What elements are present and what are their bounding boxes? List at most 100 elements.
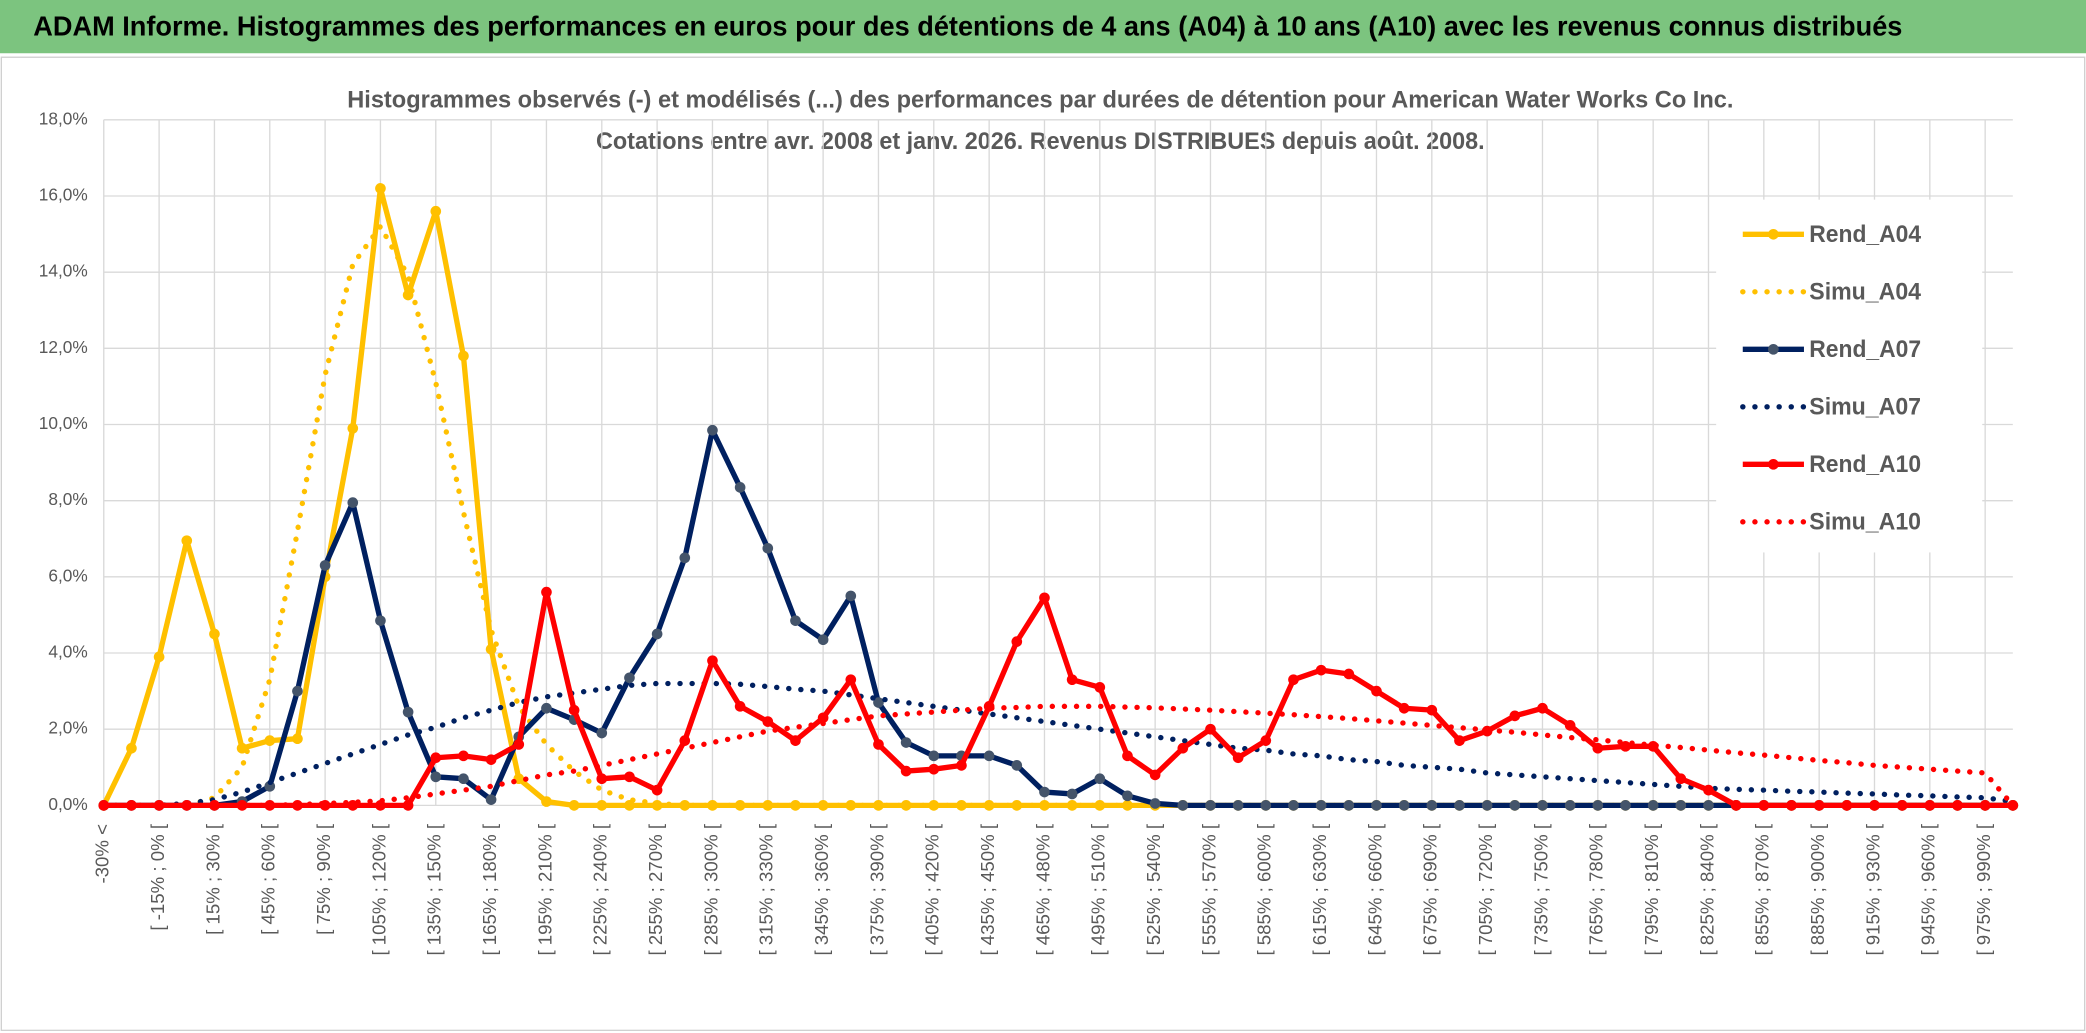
data-point [1454, 800, 1465, 811]
x-tick-label: [ 225% ; 240% [ [590, 823, 611, 955]
x-tick-label: [ 735% ; 750% [ [1530, 823, 1551, 955]
data-point [1315, 800, 1327, 811]
data-point [541, 796, 552, 807]
data-point [928, 763, 940, 775]
data-point [983, 750, 995, 762]
data-point [264, 735, 276, 746]
data-point [1039, 786, 1050, 798]
data-point [1979, 800, 1991, 811]
data-point [790, 800, 801, 811]
data-point [651, 628, 663, 640]
x-tick-label: [ 945% ; 960% [ [1918, 823, 1939, 955]
data-point [845, 590, 857, 602]
data-point [762, 716, 774, 727]
data-point [873, 739, 884, 750]
data-point [1509, 710, 1521, 722]
data-point [458, 773, 469, 785]
y-tick-label: 6,0% [48, 565, 87, 585]
data-point [1371, 685, 1382, 697]
data-point [126, 800, 137, 811]
data-point [1122, 790, 1133, 802]
x-tick-label: [ 285% ; 300% [ [700, 823, 721, 955]
y-tick-label: 4,0% [48, 642, 87, 662]
data-point [1039, 592, 1050, 604]
data-point [1620, 800, 1631, 811]
x-tick-label: [ 795% ; 810% [ [1641, 823, 1662, 955]
data-point [1924, 800, 1936, 811]
x-tick-label: [ 975% ; 990% [ [1973, 823, 1994, 955]
x-tick-label: [ 75% ; 90% [ [313, 823, 334, 935]
data-point [1426, 800, 1438, 811]
data-point [651, 784, 663, 796]
data-point [264, 800, 276, 811]
x-tick-label: [ 165% ; 180% [ [479, 823, 500, 955]
data-point [153, 651, 165, 663]
data-point [1730, 800, 1742, 811]
data-point [375, 183, 386, 194]
data-point [1094, 681, 1106, 693]
legend-label: Rend_A04 [1809, 221, 1921, 248]
data-point [1177, 800, 1189, 811]
x-tick-label: [ 855% ; 870% [ [1752, 823, 1773, 955]
data-point [458, 750, 469, 762]
data-point [1371, 800, 1382, 811]
data-point [1066, 674, 1078, 686]
y-tick-label: 8,0% [48, 489, 87, 509]
y-tick-label: 0,0% [48, 794, 87, 814]
data-point [292, 685, 303, 697]
legend-background [1716, 199, 1983, 553]
data-point [596, 773, 608, 785]
legend-marker [1768, 458, 1779, 470]
x-tick-label: [ 135% ; 150% [ [424, 823, 445, 955]
legend-label: Simu_A04 [1809, 278, 1921, 305]
data-point [1675, 800, 1687, 811]
x-tick-label: [ 495% ; 510% [ [1088, 823, 1109, 955]
data-point [1094, 773, 1106, 785]
x-tick-label: [ 465% ; 480% [ [1032, 823, 1053, 955]
data-point [679, 735, 691, 746]
data-point [1315, 664, 1327, 676]
data-point [1758, 800, 1770, 811]
data-point [1426, 704, 1438, 716]
data-point [956, 760, 967, 771]
x-tick-label: [ 915% ; 930% [ [1862, 823, 1883, 955]
data-point [873, 800, 884, 811]
x-tick-label: -30% < [92, 824, 113, 884]
data-point [402, 800, 414, 811]
data-point [790, 735, 801, 746]
data-point [1122, 750, 1133, 762]
data-point [430, 752, 442, 764]
data-point [790, 615, 801, 626]
data-point [319, 560, 331, 571]
series-line [101, 680, 2016, 809]
data-point [1094, 800, 1106, 811]
series-line [103, 589, 2013, 809]
chart-subtitle: Cotations entre avr. 2008 et janv. 2026.… [596, 128, 1485, 155]
data-point [541, 702, 552, 714]
series-line [101, 703, 2016, 809]
data-point [1232, 800, 1244, 811]
data-point [1454, 735, 1465, 746]
data-point [1149, 798, 1161, 809]
data-point [1564, 720, 1576, 731]
data-point [541, 586, 552, 598]
data-point [1620, 741, 1631, 752]
series-line [103, 427, 2013, 809]
x-tick-label: [ 645% ; 660% [ [1364, 823, 1385, 955]
data-point [1260, 800, 1272, 811]
data-point [928, 750, 940, 762]
x-tick-label: [ 615% ; 630% [ [1309, 823, 1330, 955]
data-point [1703, 800, 1714, 811]
x-tick-label: [ 435% ; 450% [ [977, 823, 998, 955]
legend-label: Simu_A07 [1809, 393, 1921, 420]
data-point [817, 800, 829, 811]
data-point [679, 552, 691, 564]
data-point [568, 704, 580, 716]
x-tick-label: [ 195% ; 210% [ [534, 823, 555, 955]
data-point [1343, 668, 1355, 680]
data-point [1786, 800, 1797, 811]
data-point [1066, 788, 1078, 800]
legend-label: Rend_A07 [1809, 336, 1921, 363]
chart-title: Histogrammes observés (-) et modélisés (… [347, 86, 1733, 113]
